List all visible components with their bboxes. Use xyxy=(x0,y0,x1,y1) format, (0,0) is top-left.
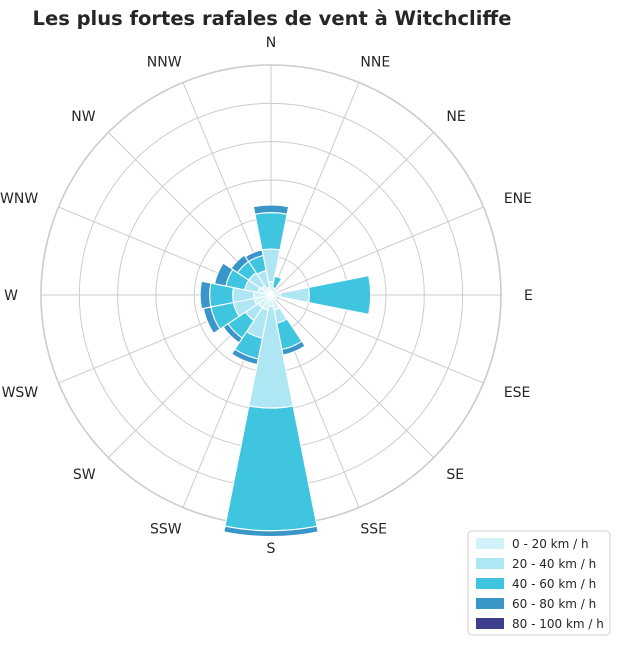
legend-swatch-1 xyxy=(476,558,504,569)
direction-label-SE: SE xyxy=(446,467,464,483)
chart-title: Les plus fortes rafales de vent à Witchc… xyxy=(33,7,512,30)
direction-label-NNW: NNW xyxy=(147,54,182,70)
legend-label-4: 80 - 100 km / h xyxy=(512,617,604,631)
wedge-NNE-series-2 xyxy=(271,275,283,290)
direction-label-ESE: ESE xyxy=(504,385,531,401)
legend-swatch-4 xyxy=(476,618,504,629)
direction-label-N: N xyxy=(266,35,276,51)
grid-spoke-NE xyxy=(270,132,434,296)
legend-label-2: 40 - 60 km / h xyxy=(512,577,596,591)
wind-wedges xyxy=(199,204,372,538)
legend-swatch-0 xyxy=(476,538,504,549)
legend-swatch-3 xyxy=(476,598,504,609)
legend-label-1: 20 - 40 km / h xyxy=(512,557,596,571)
wedge-NNW-series-3 xyxy=(244,249,264,263)
grid-spoke-ENE xyxy=(270,206,484,296)
wedge-E-series-2 xyxy=(307,274,372,316)
legend-label-0: 0 - 20 km / h xyxy=(512,537,589,551)
grid-spoke-SE xyxy=(270,294,434,458)
wedge-W-series-3 xyxy=(199,280,212,310)
wedge-WNW-series-3 xyxy=(213,262,234,287)
direction-label-ENE: ENE xyxy=(504,191,532,207)
wedge-NW-series-3 xyxy=(230,254,250,274)
direction-label-WNW: WNW xyxy=(0,191,38,207)
wedge-ESE-series-1 xyxy=(273,295,282,302)
direction-label-S: S xyxy=(267,541,276,557)
direction-label-SW: SW xyxy=(73,467,96,483)
wedge-S-series-2 xyxy=(224,405,318,532)
legend-swatch-2 xyxy=(476,578,504,589)
grid-spoke-NNE xyxy=(270,82,360,296)
wedge-SSW-series-3 xyxy=(230,348,259,366)
grid-spoke-ESE xyxy=(270,294,484,384)
direction-labels: N NNE NE ENE E ESE SE SSE S SSW SW WSW W WNW NW NNW xyxy=(0,35,533,557)
direction-label-NW: NW xyxy=(71,109,95,125)
wedge-S-series-3 xyxy=(223,525,319,538)
wedge-N-series-2 xyxy=(254,212,288,251)
direction-label-WSW: WSW xyxy=(2,385,39,401)
direction-label-NNE: NNE xyxy=(360,54,390,70)
wedge-N-series-3 xyxy=(252,204,290,215)
direction-label-SSE: SSE xyxy=(360,522,387,538)
legend-label-3: 60 - 80 km / h xyxy=(512,597,596,611)
direction-label-SSW: SSW xyxy=(150,522,182,538)
direction-label-W: W xyxy=(4,288,18,304)
legend: 0 - 20 km / h 20 - 40 km / h 40 - 60 km / … xyxy=(467,530,611,636)
direction-label-NE: NE xyxy=(446,109,465,125)
direction-label-E: E xyxy=(524,288,533,304)
